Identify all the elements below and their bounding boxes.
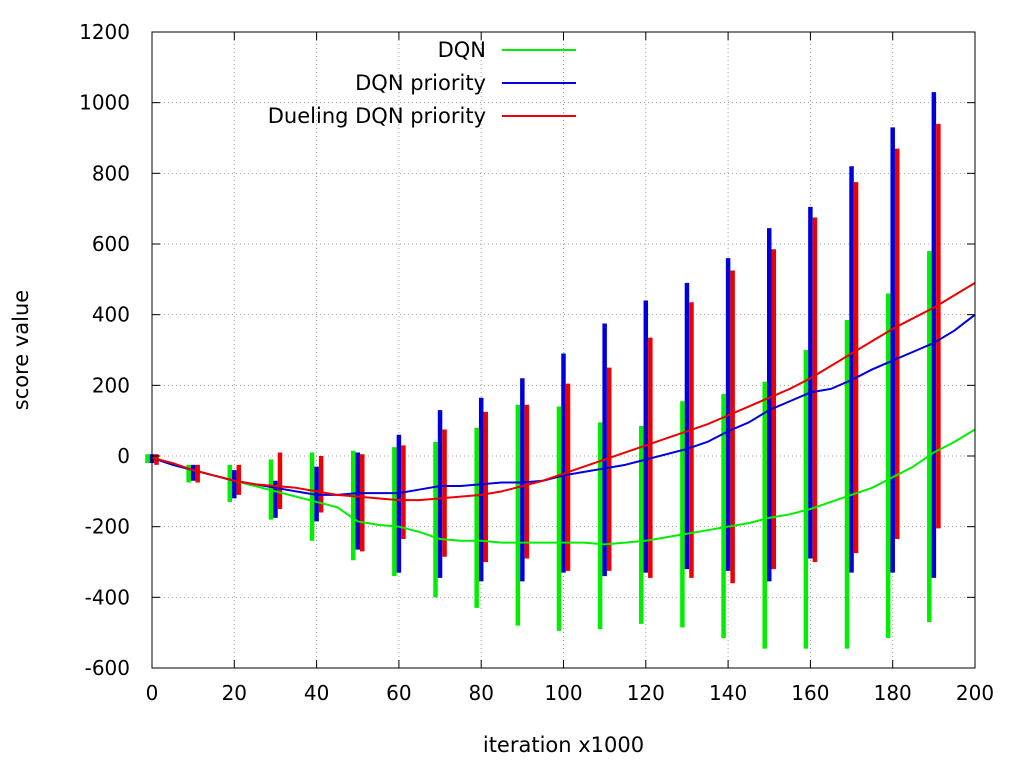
y-tick-label: -400 bbox=[85, 585, 130, 609]
y-tick-label: 800 bbox=[92, 161, 130, 185]
x-tick-label: 120 bbox=[627, 681, 665, 705]
y-tick-label: 1000 bbox=[79, 91, 130, 115]
line-dqn bbox=[151, 428, 976, 546]
x-tick-label: 180 bbox=[874, 681, 912, 705]
legend-label: DQN priority bbox=[355, 71, 486, 95]
y-axis-label: score value bbox=[9, 290, 33, 410]
x-tick-label: 140 bbox=[709, 681, 747, 705]
y-tick-label: 0 bbox=[117, 444, 130, 468]
x-tick-label: 60 bbox=[386, 681, 411, 705]
line-dueling-dqn-priority bbox=[151, 282, 976, 502]
line-dqn-priority bbox=[151, 313, 976, 496]
axis-ticks: 0 20 40 60 80 100 120 140 160 180 200 -600 -400 -200 0… bbox=[79, 20, 994, 705]
legend-label: Dueling DQN priority bbox=[268, 104, 486, 128]
y-tick-label: 400 bbox=[92, 303, 130, 327]
y-tick-label: 1200 bbox=[79, 20, 130, 44]
x-axis-label: iteration x1000 bbox=[483, 733, 644, 757]
x-tick-label: 200 bbox=[956, 681, 994, 705]
y-tick-label: 200 bbox=[92, 373, 130, 397]
legend-label: DQN bbox=[438, 38, 486, 62]
legend: DQN DQN priority Dueling DQN priority bbox=[268, 38, 576, 128]
y-tick-label: -200 bbox=[85, 515, 130, 539]
x-tick-label: 40 bbox=[304, 681, 329, 705]
series-lines bbox=[151, 282, 976, 546]
y-tick-label: -600 bbox=[85, 656, 130, 680]
x-tick-label: 100 bbox=[544, 681, 582, 705]
y-tick-label: 600 bbox=[92, 232, 130, 256]
x-tick-label: 160 bbox=[791, 681, 829, 705]
x-tick-label: 0 bbox=[146, 681, 159, 705]
error-bars bbox=[145, 92, 941, 649]
x-tick-label: 80 bbox=[468, 681, 493, 705]
x-tick-label: 20 bbox=[222, 681, 247, 705]
